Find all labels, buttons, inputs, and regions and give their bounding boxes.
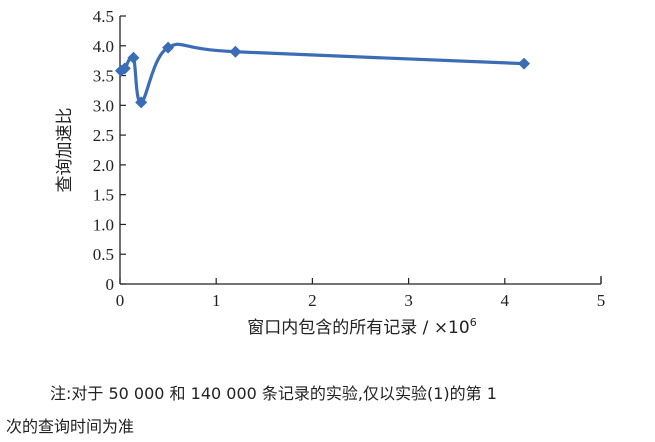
x-tick-label: 1: [212, 291, 221, 310]
data-point-marker: [127, 51, 140, 64]
data-point-marker: [229, 45, 242, 58]
y-axis-label: 查询加速比: [55, 108, 75, 193]
data-point-marker: [518, 57, 531, 70]
data-point-marker: [135, 96, 148, 109]
series: [114, 41, 531, 109]
x-tick-label: 0: [116, 291, 125, 310]
x-tick-label: 2: [308, 291, 317, 310]
x-tick-label: 3: [404, 291, 413, 310]
x-tick-label: 4: [501, 291, 510, 310]
data-point-marker: [162, 41, 175, 54]
line-chart: 0 0.5 1.0 1.5 2.0 2.5 3.0 3.5 4.0 4.5 0 1 2 3 4 5 查询加速…: [55, 7, 606, 338]
y-tick-label: 3.5: [93, 67, 114, 86]
y-tick-label: 3.0: [93, 96, 114, 115]
y-tick-label: 1.5: [93, 186, 114, 205]
y-tick-label: 4.0: [93, 37, 114, 56]
y-tick-label: 0: [106, 275, 115, 294]
x-axis-label: 窗口内包含的所有记录 / ×106: [247, 316, 476, 338]
x-axis-label-sup: 6: [470, 316, 477, 329]
series-line: [120, 42, 525, 104]
x-tick-label: 5: [597, 291, 606, 310]
y-tick-label: 2.0: [93, 156, 114, 175]
y-tick-label: 1.0: [93, 215, 114, 234]
footnote-line-2: 次的查询时间为准: [6, 417, 135, 436]
data-point-marker: [118, 62, 131, 75]
y-tick-label: 0.5: [93, 245, 114, 264]
y-tick-label: 4.5: [93, 7, 114, 26]
x-axis-label-main: 窗口内包含的所有记录 / ×10: [247, 318, 469, 338]
x-ticks: 0 1 2 3 4 5: [116, 278, 606, 310]
footnote-line-1: 注:对于 50 000 和 140 000 条记录的实验,仅以实验(1)的第 1: [50, 384, 497, 403]
y-ticks: 0 0.5 1.0 1.5 2.0 2.5 3.0 3.5 4.0 4.5: [93, 7, 126, 294]
y-tick-label: 2.5: [93, 126, 114, 145]
